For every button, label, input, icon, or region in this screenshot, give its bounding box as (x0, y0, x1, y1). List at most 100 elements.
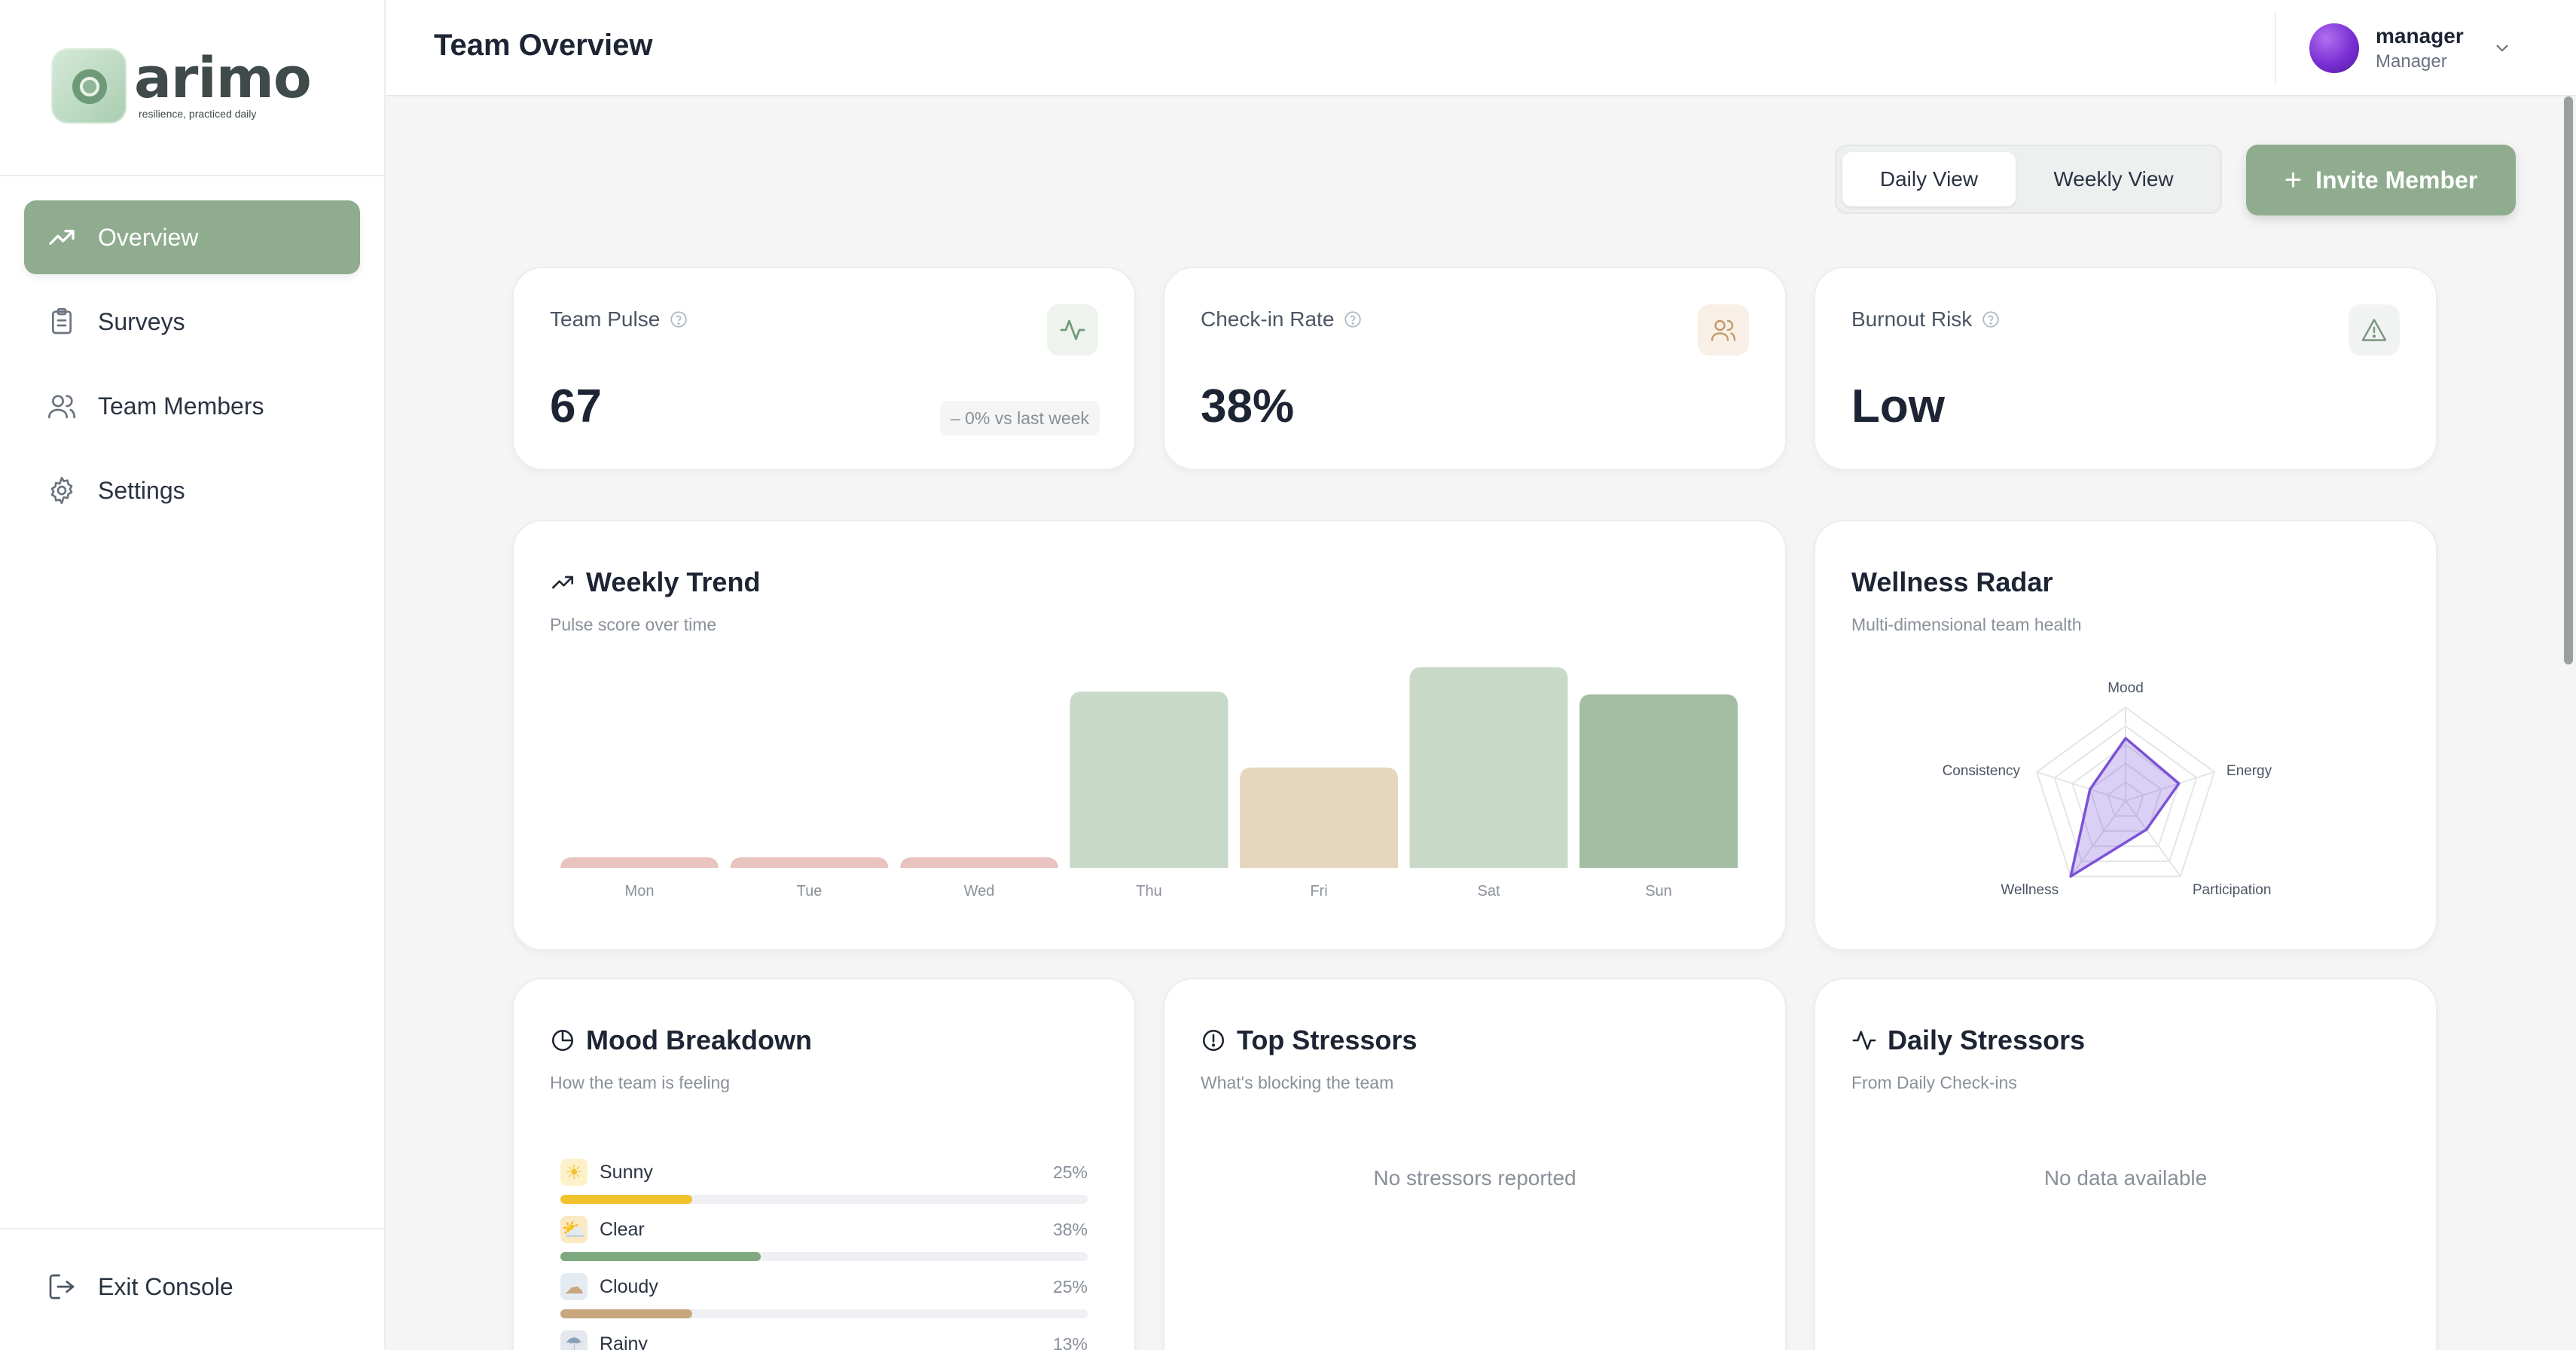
brand-tagline: resilience, practiced daily (139, 108, 257, 120)
wellness-radar-subtitle: Multi-dimensional team health (1851, 615, 2082, 634)
daily-stressors-empty: No data available (2043, 1166, 2208, 1190)
radar-label-wellness: Wellness (2001, 882, 2059, 899)
top-stressors-subtitle: What's blocking the team (1201, 1073, 1394, 1092)
mood-progress-track (560, 1309, 1088, 1318)
list-item: ☁ Cloudy 25% (560, 1272, 1088, 1318)
divider (0, 175, 384, 176)
radar-axis-consistency (2036, 771, 2126, 802)
tick-label-mon: Mon (624, 883, 655, 899)
sidebar-item-overview[interactable]: Overview (24, 200, 360, 274)
tick-label-fri: Fri (1310, 883, 1328, 899)
sidebar-item-surveys[interactable]: Surveys (24, 285, 360, 359)
clipboard-icon (47, 307, 77, 337)
bar-wed[interactable] (900, 857, 1058, 869)
mood-breakdown-title: Mood Breakdown (586, 1025, 813, 1055)
radar-label-consistency: Consistency (1942, 762, 2021, 779)
gear-icon (47, 475, 77, 505)
exit-console-label: Exit Console (98, 1272, 233, 1300)
mood-breakdown-subtitle: How the team is feeling (550, 1073, 731, 1092)
bar-mon[interactable] (560, 857, 719, 869)
bar-sat[interactable] (1409, 667, 1568, 868)
mood-label: Clear (600, 1218, 645, 1240)
mood-label: Rainy (600, 1333, 648, 1350)
mood-progress-fill (560, 1309, 692, 1318)
bar-thu[interactable] (1070, 692, 1228, 868)
daily-view-tab[interactable]: Daily View (1842, 152, 2016, 206)
radar-grid-ring (2053, 725, 2198, 863)
bar-tue[interactable] (730, 857, 889, 869)
tick-label-sun: Sun (1645, 883, 1672, 899)
radar-axis-energy (2125, 771, 2215, 802)
tick-label-wed: Wed (963, 883, 995, 899)
weekly-view-tab[interactable]: Weekly View (2053, 167, 2174, 191)
user-menu[interactable]: manager Manager (2275, 12, 2531, 84)
trending-up-icon (47, 222, 77, 252)
tick-label-thu: Thu (1136, 883, 1162, 899)
cloudy-icon: ☁ (560, 1273, 588, 1300)
sidebar-item-label: Team Members (98, 392, 264, 420)
mood-label: Sunny (600, 1161, 653, 1183)
tick-label-tue: Tue (796, 883, 823, 899)
user-name: manager (2376, 24, 2464, 47)
mood-progress-track (560, 1195, 1088, 1204)
clear-icon: ⛅ (560, 1216, 588, 1243)
team-pulse-label: Team Pulse (550, 307, 661, 331)
mood-label: Cloudy (600, 1275, 658, 1297)
top-stressors-title: Top Stressors (1237, 1025, 1418, 1055)
brand-name: arimo (134, 46, 312, 111)
checkin-rate-card: Check-in Rate 38% (1163, 267, 1787, 470)
mood-progress-track (560, 1252, 1088, 1261)
checkin-rate-label: Check-in Rate (1201, 307, 1335, 331)
weekly-trend-title: Weekly Trend (586, 567, 761, 597)
help-icon[interactable] (1343, 310, 1363, 329)
bar-sun[interactable] (1579, 694, 1738, 868)
radar-grid-ring (2035, 706, 2216, 878)
activity-icon (1851, 1028, 1877, 1053)
plus-icon: + (2284, 163, 2303, 197)
top-header: Team Overview manager Manager (386, 0, 2576, 96)
page-title: Team Overview (434, 29, 653, 62)
team-pulse-card: Team Pulse 67 – 0% vs last week (512, 267, 1136, 470)
alert-circle-icon (1201, 1028, 1226, 1053)
user-role: Manager (2376, 51, 2447, 72)
pie-chart-icon (550, 1028, 575, 1053)
daily-stressors-title: Daily Stressors (1888, 1025, 2086, 1055)
invite-member-button[interactable]: + Invite Member (2246, 145, 2516, 215)
radar-grid-ring (2107, 780, 2144, 817)
trending-up-icon (550, 570, 575, 595)
radar-axis-participation (2125, 800, 2181, 877)
sidebar-item-team-members[interactable]: Team Members (24, 369, 360, 443)
mood-percentage: 13% (1052, 1333, 1088, 1350)
mood-percentage: 25% (1052, 1162, 1088, 1182)
users-icon (1698, 304, 1749, 356)
radar-label-energy: Energy (2226, 762, 2272, 779)
help-icon[interactable] (669, 310, 688, 329)
logo-icon (51, 48, 127, 124)
brand-logo[interactable]: arimo resilience, practiced daily (51, 46, 312, 124)
sidebar-item-settings[interactable]: Settings (24, 454, 360, 527)
list-item: ⛅ Clear 38% (560, 1214, 1088, 1261)
weekly-trend-subtitle: Pulse score over time (550, 615, 717, 634)
exit-console-button[interactable]: Exit Console (47, 1272, 233, 1302)
mood-progress-fill (560, 1195, 692, 1204)
radar-series-shape[interactable] (2069, 737, 2181, 878)
daily-stressors-card: Daily Stressors From Daily Check-ins No … (1814, 978, 2437, 1350)
sidebar-item-label: Overview (98, 223, 199, 251)
tick-label-sat: Sat (1477, 883, 1500, 899)
rainy-icon: ☂ (560, 1330, 588, 1350)
scrollbar-thumb[interactable] (2564, 96, 2573, 664)
burnout-risk-label: Burnout Risk (1851, 307, 1973, 331)
mood-progress-fill (560, 1252, 761, 1261)
radar-axis-wellness (2070, 800, 2126, 877)
sidebar: arimo resilience, practiced daily Overvi… (0, 0, 386, 1350)
bar-fri[interactable] (1240, 767, 1398, 868)
list-item: ☀ Sunny 25% (560, 1157, 1088, 1204)
list-item: ☂ Rainy 13% (560, 1329, 1088, 1350)
burnout-risk-card: Burnout Risk Low (1814, 267, 2437, 470)
warning-triangle-icon (2349, 304, 2400, 356)
burnout-risk-value: Low (1851, 380, 1945, 432)
view-toggle: Daily View Weekly View (1835, 145, 2222, 214)
help-icon[interactable] (1981, 310, 2001, 329)
